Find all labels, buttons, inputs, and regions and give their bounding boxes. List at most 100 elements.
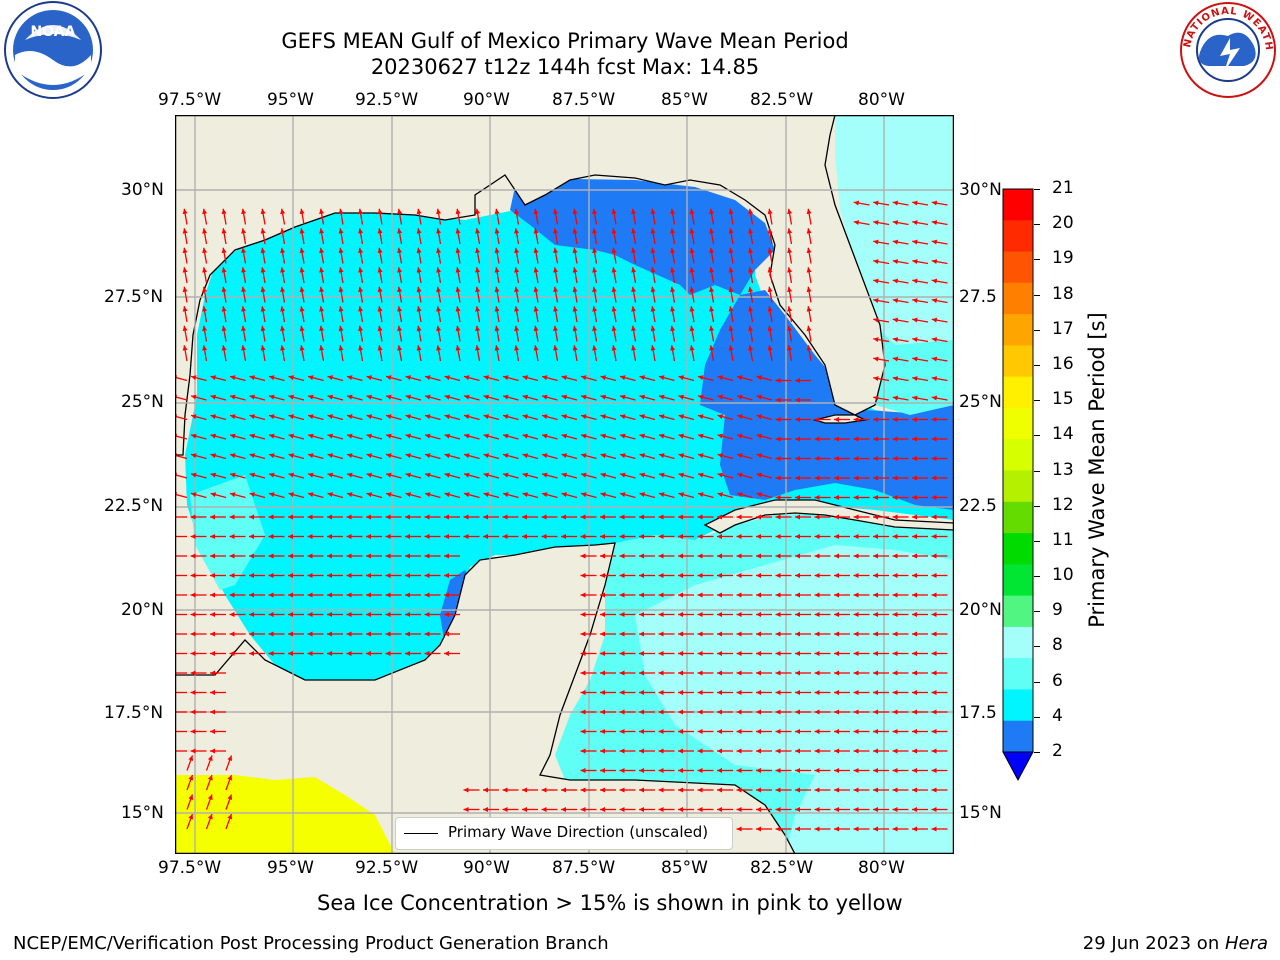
direction-arrow-head <box>600 573 605 578</box>
direction-arrow-head <box>542 414 548 420</box>
direction-arrow-head <box>931 592 937 598</box>
colorbar-cell <box>1003 689 1033 722</box>
direction-arrow-head <box>249 573 254 578</box>
direction-arrow-head <box>756 768 761 773</box>
direction-arrow-head <box>873 690 878 695</box>
direction-arrow-head <box>347 414 353 420</box>
direction-arrow-head <box>775 670 781 676</box>
direction-arrow-head <box>541 514 547 520</box>
direction-arrow-head <box>288 631 293 637</box>
direction-arrow-head <box>736 787 742 793</box>
direction-arrow-head <box>814 456 820 461</box>
direction-arrow-head <box>249 394 256 400</box>
direction-arrow-head <box>931 456 937 461</box>
nws-logo-icon: NATIONAL WEATHER SERVICE <box>1178 0 1276 98</box>
direction-arrow-head <box>366 534 371 539</box>
direction-arrow-head <box>834 709 839 715</box>
colorbar-cell <box>1003 533 1033 565</box>
direction-arrow-head <box>307 534 313 539</box>
direction-arrow-head <box>260 208 266 215</box>
direction-arrow-head <box>366 414 373 420</box>
direction-arrow-head <box>678 612 683 617</box>
direction-arrow-head <box>931 337 938 343</box>
direction-arrow-head <box>931 612 937 617</box>
direction-arrow-head <box>795 592 800 598</box>
direction-arrow-head <box>873 592 878 598</box>
direction-arrow-head <box>397 345 403 351</box>
direction-arrow-head <box>873 651 878 656</box>
direction-arrow-head <box>405 592 410 598</box>
direction-arrow-head <box>221 228 227 234</box>
direction-arrow-head <box>475 345 481 351</box>
direction-arrow-head <box>580 592 586 598</box>
direction-arrow-head <box>436 247 442 254</box>
colorbar-tick-label: 18 <box>1052 283 1074 304</box>
direction-arrow-head <box>639 631 644 637</box>
direction-arrow-head <box>795 690 800 695</box>
direction-arrow-head <box>221 345 227 351</box>
direction-arrow-head <box>241 228 247 234</box>
direction-arrow-head <box>561 394 568 400</box>
direction-arrow-head <box>611 208 617 215</box>
direction-arrow-head <box>207 794 213 801</box>
direction-arrow-head <box>631 306 637 312</box>
direction-arrow-head <box>494 325 500 332</box>
direction-arrow <box>175 474 188 479</box>
direction-arrow-head <box>873 220 879 226</box>
direction-arrow <box>175 415 188 421</box>
direction-arrow-head <box>600 414 607 420</box>
direction-arrow-head <box>795 534 800 539</box>
direction-arrow-head <box>639 414 646 420</box>
direction-arrow-head <box>592 286 598 293</box>
direction-arrow-head <box>475 228 481 234</box>
direction-arrow-head <box>405 433 412 439</box>
direction-arrow-head <box>514 228 520 234</box>
direction-arrow-head <box>260 306 266 312</box>
sea-ice-note: Sea Ice Concentration > 15% is shown in … <box>317 891 903 915</box>
direction-arrow-head <box>737 394 743 400</box>
direction-arrow-head <box>580 631 586 637</box>
direction-arrow-head <box>288 492 295 498</box>
colorbar-cell <box>1003 376 1033 409</box>
shelf-florida <box>700 290 954 510</box>
direction-arrow-head <box>912 807 917 812</box>
direction-arrow-head <box>795 514 800 520</box>
direction-arrow-head <box>709 306 715 312</box>
direction-arrow-head <box>931 475 937 481</box>
direction-arrow-head <box>931 553 937 559</box>
direction-arrow-head <box>572 286 578 293</box>
direction-arrow-head <box>787 306 793 312</box>
direction-arrow-head <box>853 514 859 520</box>
direction-arrow-head <box>717 492 724 498</box>
direction-arrow-head <box>736 651 742 656</box>
direction-arrow-head <box>230 453 236 459</box>
lon-label-bottom: 80°W <box>858 858 905 878</box>
direction-arrow-head <box>405 651 410 656</box>
direction-arrow-head <box>299 306 305 312</box>
direction-arrow-head <box>775 514 781 520</box>
direction-arrow-head <box>775 826 781 832</box>
direction-arrow-head <box>912 651 917 656</box>
direction-arrow-head <box>873 317 879 323</box>
direction-arrow-head <box>834 651 839 656</box>
noaa-logo-text: NOAA <box>31 24 76 40</box>
direction-arrow-head <box>502 514 508 520</box>
direction-arrow-head <box>405 631 410 637</box>
direction-arrow-head <box>475 286 481 293</box>
direction-arrow-head <box>834 514 839 520</box>
direction-arrow-head <box>424 573 430 578</box>
direction-arrow-head <box>892 417 898 422</box>
direction-arrow-head <box>756 612 761 617</box>
colorbar-extend-triangle <box>1002 751 1034 782</box>
direction-arrow-head <box>202 247 208 254</box>
direction-arrow-head <box>873 475 878 481</box>
lat-label-right: 20°N <box>959 600 1002 620</box>
direction-arrow-head <box>853 553 859 559</box>
direction-arrow-head <box>268 612 274 617</box>
direction-arrow-head <box>670 267 676 273</box>
direction-arrow-head <box>327 612 332 617</box>
direction-arrow-head <box>912 356 918 362</box>
direction-arrow-head <box>249 553 254 559</box>
direction-arrow-head <box>475 267 481 273</box>
direction-arrow-head <box>834 631 839 637</box>
